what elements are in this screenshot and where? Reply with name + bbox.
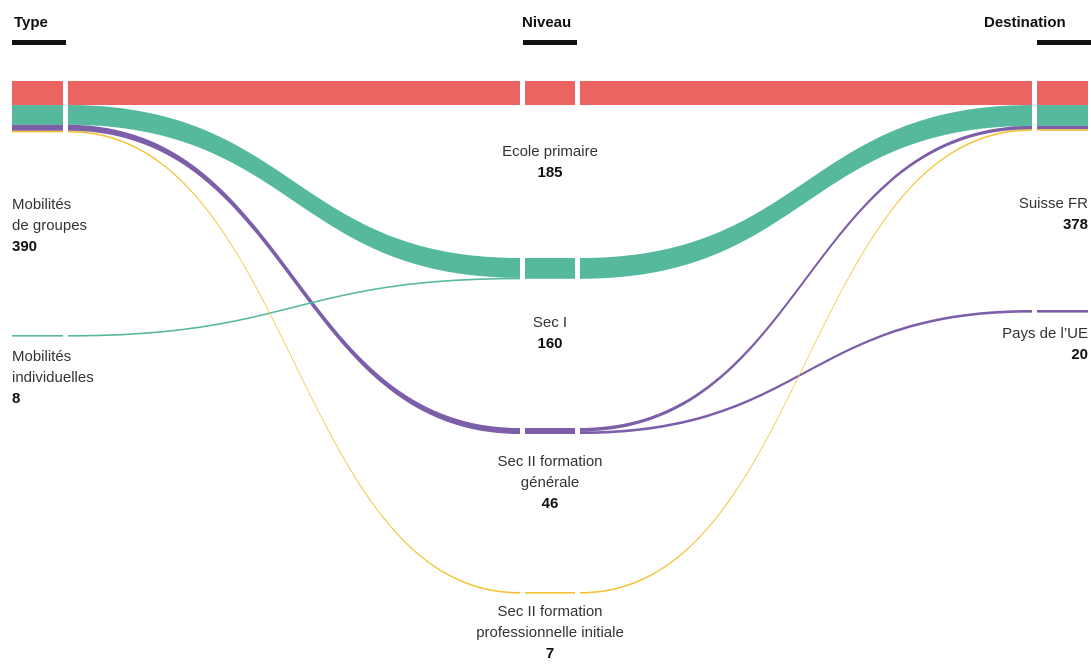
node-label-sec-2-pro-line1: Sec II formation bbox=[497, 603, 603, 620]
node-value-sec-2-generale: 46 bbox=[541, 495, 559, 512]
node-bar-sec1 bbox=[525, 258, 575, 279]
node-value-mobilites-groupes: 390 bbox=[12, 238, 38, 255]
node-bar-groupes-sec1 bbox=[12, 105, 63, 125]
node-label-sec-2-pro: Sec II formation professionnelle initial… bbox=[420, 601, 680, 664]
node-label-ecole-primaire-line1: Ecole primaire bbox=[502, 143, 598, 160]
node-bar-groupes-sec2p bbox=[12, 130, 63, 133]
node-value-sec-2-pro: 7 bbox=[545, 645, 555, 662]
node-label-mobilites-individuelles-line1: Mobilités bbox=[12, 348, 72, 365]
node-bar-ue-sec2g bbox=[1037, 310, 1088, 313]
node-label-sec-1: Sec I 160 bbox=[420, 312, 680, 354]
node-label-ecole-primaire: Ecole primaire 185 bbox=[420, 141, 680, 183]
node-bar-suisse-sec2g bbox=[1037, 125, 1088, 130]
flow-indiv-sec1 bbox=[68, 277, 520, 337]
node-label-mobilites-individuelles-line2: individuelles bbox=[12, 369, 94, 386]
node-label-pays-ue-line1: Pays de l’UE bbox=[1002, 325, 1088, 342]
column-header-type-rule bbox=[12, 40, 66, 45]
column-header-destination-rule bbox=[1037, 40, 1091, 45]
flow-groupes-primaire bbox=[68, 81, 520, 106]
node-label-mobilites-groupes-line2: de groupes bbox=[12, 217, 88, 234]
node-bar-suisse-sec1 bbox=[1037, 105, 1088, 126]
node-label-sec-2-pro-line2: professionnelle initiale bbox=[476, 624, 624, 641]
flow-groupes-sec1 bbox=[68, 105, 520, 278]
node-bar-groupes-primaire bbox=[12, 81, 63, 106]
node-label-sec-2-generale-line2: générale bbox=[520, 474, 580, 491]
column-header-type: Type bbox=[14, 14, 48, 31]
flow-groupes-sec2g bbox=[68, 124, 520, 434]
flow-sec1-suisse bbox=[580, 105, 1032, 279]
node-bar-suisse-primaire bbox=[1037, 81, 1088, 106]
node-label-sec-1-line1: Sec I bbox=[532, 314, 568, 331]
flow-primaire-suisse bbox=[580, 81, 1032, 106]
node-bar-suisse-sec2p bbox=[1037, 129, 1088, 131]
node-bar-indiv-sec1 bbox=[12, 335, 63, 337]
node-value-ecole-primaire: 185 bbox=[537, 164, 563, 181]
node-bar-sec2g bbox=[525, 428, 575, 434]
flow-groupes-sec2p bbox=[68, 130, 520, 594]
column-header-niveau-rule bbox=[523, 40, 577, 45]
flow-sec2g-suisse bbox=[580, 125, 1032, 432]
flow-sec2p-suisse bbox=[580, 129, 1032, 594]
node-value-sec-1: 160 bbox=[537, 335, 563, 352]
column-header-destination: Destination bbox=[984, 14, 1066, 31]
node-label-sec-2-generale: Sec II formation générale 46 bbox=[420, 451, 680, 514]
node-label-sec-2-generale-line1: Sec II formation bbox=[497, 453, 603, 470]
node-value-suisse-fr: 378 bbox=[1062, 216, 1088, 233]
node-label-suisse-fr-line1: Suisse FR bbox=[1018, 195, 1088, 212]
node-label-mobilites-groupes-line1: Mobilités bbox=[12, 196, 72, 213]
node-label-mobilites-groupes: Mobilités de groupes 390 bbox=[12, 194, 87, 257]
column-header-niveau: Niveau bbox=[522, 14, 572, 31]
node-label-suisse-fr: Suisse FR 378 bbox=[1019, 193, 1088, 235]
node-bar-groupes-sec2g bbox=[12, 124, 63, 131]
flow-sec2g-ue bbox=[580, 310, 1032, 434]
node-value-pays-ue: 20 bbox=[1071, 346, 1088, 363]
node-label-mobilites-individuelles: Mobilités individuelles 8 bbox=[12, 346, 94, 409]
node-bar-primaire bbox=[525, 81, 575, 106]
node-label-pays-ue: Pays de l’UE 20 bbox=[1002, 323, 1088, 365]
node-bar-sec2p bbox=[525, 592, 575, 594]
node-value-mobilites-individuelles: 8 bbox=[12, 390, 21, 407]
